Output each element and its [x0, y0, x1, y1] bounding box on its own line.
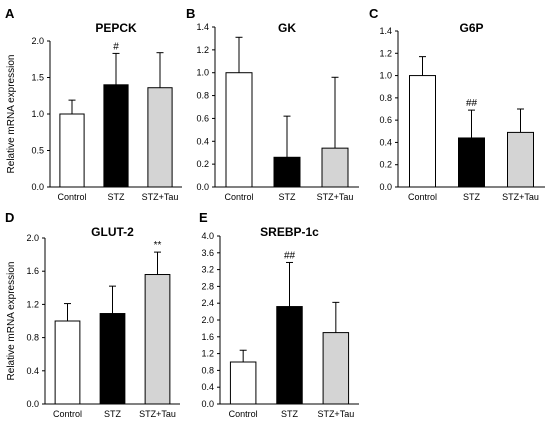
- y-tick-label: 1.4: [379, 26, 392, 36]
- x-tick-label: STZ+Tau: [139, 409, 176, 419]
- y-tick-label: 1.2: [196, 45, 209, 55]
- x-tick-label: Control: [229, 409, 258, 419]
- y-tick-label: 0.6: [379, 115, 392, 125]
- y-tick-label: 2.0: [31, 36, 44, 46]
- bar-stz: [103, 84, 129, 188]
- x-tick-label: STZ: [463, 192, 481, 202]
- chart-panel-e: E SREBP-1c 0.0 0.4 0.8 1.2 1.6 2.0 2.4 2.8 3.2 3.6 4…: [199, 210, 359, 419]
- y-tick-label: 0.0: [26, 399, 39, 409]
- bar-stz: [273, 156, 301, 188]
- y-tick-label: 1.6: [26, 266, 39, 276]
- y-tick-label: 0.0: [196, 182, 209, 192]
- y-tick-label: 0.6: [196, 113, 209, 123]
- bar-control: [229, 361, 257, 405]
- panel-label: B: [186, 6, 195, 21]
- x-tick-label: STZ+Tau: [317, 192, 354, 202]
- chart-panel-b: B GK 0.0 0.2 0.4 0.6 0.8 1.0 1.2 1.4 Control STZ STZ…: [186, 6, 359, 202]
- x-tick-label: STZ: [281, 409, 299, 419]
- y-tick-label: 1.2: [26, 299, 39, 309]
- significance-marker: **: [154, 240, 162, 251]
- x-tick-label: Control: [224, 192, 253, 202]
- y-tick-label: 1.0: [379, 71, 392, 81]
- significance-marker: #: [113, 41, 119, 52]
- y-tick-label: 3.2: [201, 265, 214, 275]
- panel-label: C: [369, 6, 379, 21]
- y-tick-label: 2.8: [201, 281, 214, 291]
- y-tick-label: 1.4: [196, 22, 209, 32]
- bar-control: [54, 320, 81, 405]
- y-tick-label: 3.6: [201, 248, 214, 258]
- chart-title: PEPCK: [95, 21, 137, 35]
- x-tick-label: STZ+Tau: [317, 409, 354, 419]
- chart-panel-c: C G6P 0.0 0.2 0.4 0.6 0.8 1.0 1.2 1.4 Control ## STZ…: [369, 6, 545, 202]
- x-tick-label: Control: [408, 192, 437, 202]
- y-tick-label: 1.2: [201, 349, 214, 359]
- significance-marker: ##: [466, 98, 478, 109]
- x-tick-label: STZ: [108, 192, 126, 202]
- y-tick-label: 2.0: [26, 233, 39, 243]
- x-tick-label: STZ: [104, 409, 122, 419]
- y-tick-label: 2.4: [201, 298, 214, 308]
- y-tick-label: 0.2: [196, 159, 209, 169]
- panel-label: D: [5, 210, 14, 225]
- y-tick-label: 0.4: [26, 366, 39, 376]
- y-tick-label: 0.0: [31, 182, 44, 192]
- y-tick-label: 1.0: [31, 109, 44, 119]
- y-tick-label: 0.4: [201, 382, 214, 392]
- bar-stz-tau: [147, 87, 173, 188]
- chart-panel-d: D GLUT-2 Relative mRNA expression 0.0 0.4 0.8…: [5, 210, 180, 419]
- y-tick-label: 1.5: [31, 73, 44, 83]
- significance-marker: ##: [284, 250, 296, 261]
- x-tick-label: STZ+Tau: [502, 192, 539, 202]
- bar-stz-tau: [507, 131, 534, 188]
- y-tick-label: 0.8: [26, 333, 39, 343]
- y-tick-label: 0.8: [201, 365, 214, 375]
- bar-stz-tau: [322, 332, 350, 405]
- y-tick-label: 1.6: [201, 332, 214, 342]
- chart-title: G6P: [459, 21, 483, 35]
- bar-stz: [276, 306, 303, 405]
- x-tick-label: Control: [53, 409, 82, 419]
- y-tick-label: 2.0: [201, 315, 214, 325]
- panel-label: A: [5, 6, 15, 21]
- bar-stz-tau: [144, 274, 171, 405]
- y-tick-label: 0.5: [31, 146, 44, 156]
- y-tick-label: 0.4: [196, 136, 209, 146]
- y-tick-label: 0.8: [379, 93, 392, 103]
- x-tick-label: STZ: [279, 192, 297, 202]
- bar-control: [409, 75, 436, 188]
- bar-stz: [458, 137, 485, 188]
- y-axis-label: Relative mRNA expression: [6, 55, 17, 174]
- y-tick-label: 0.0: [201, 399, 214, 409]
- y-tick-label: 0.4: [379, 137, 392, 147]
- bar-control: [59, 113, 85, 188]
- panel-label: E: [199, 210, 208, 225]
- bar-control: [225, 72, 253, 188]
- chart-title: GK: [278, 21, 296, 35]
- y-tick-label: 4.0: [201, 231, 214, 241]
- y-tick-label: 0.2: [379, 160, 392, 170]
- chart-title: SREBP-1c: [260, 225, 319, 239]
- y-tick-label: 0.0: [379, 182, 392, 192]
- bar-stz-tau: [321, 147, 349, 188]
- y-tick-label: 1.2: [379, 48, 392, 58]
- bar-stz: [99, 313, 126, 405]
- y-axis-label: Relative mRNA expression: [6, 262, 17, 381]
- y-tick-label: 0.8: [196, 91, 209, 101]
- x-tick-label: Control: [57, 192, 86, 202]
- x-tick-label: STZ+Tau: [142, 192, 179, 202]
- chart-title: GLUT-2: [91, 225, 134, 239]
- chart-panel-a: A PEPCK Relative mRNA expression 0.0 0.5 1.0 1…: [5, 6, 182, 202]
- y-tick-label: 1.0: [196, 68, 209, 78]
